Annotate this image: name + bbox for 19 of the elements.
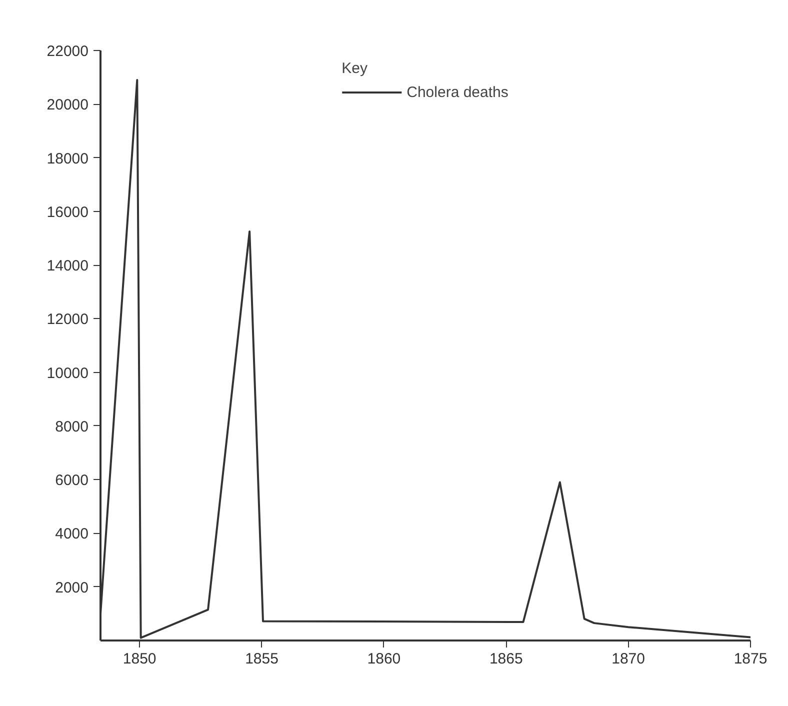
y-tick-label: 16000	[46, 204, 89, 221]
y-tick-label: 4000	[55, 526, 89, 543]
y-tick-label: 18000	[46, 150, 89, 168]
legend-label: Cholera deaths	[406, 84, 508, 100]
legend-title: Key	[342, 60, 368, 77]
y-tick-label: 8000	[55, 418, 89, 436]
y-tick-label: 22000	[46, 43, 89, 60]
x-tick-label: 1855	[245, 650, 278, 668]
x-tick-label: 1865	[489, 650, 523, 668]
y-tick-label: 2000	[55, 579, 89, 596]
x-tick-label: 1875	[734, 650, 768, 668]
x-tick-label: 1850	[122, 650, 156, 668]
y-tick-label: 20000	[46, 96, 89, 114]
y-tick-label: 12000	[46, 311, 89, 328]
x-tick-label: 1870	[612, 650, 646, 668]
y-tick-label: 14000	[46, 258, 89, 275]
y-tick-label: 10000	[46, 364, 89, 382]
y-tick-label: 6000	[55, 472, 89, 490]
x-tick-label: 1860	[367, 650, 401, 668]
